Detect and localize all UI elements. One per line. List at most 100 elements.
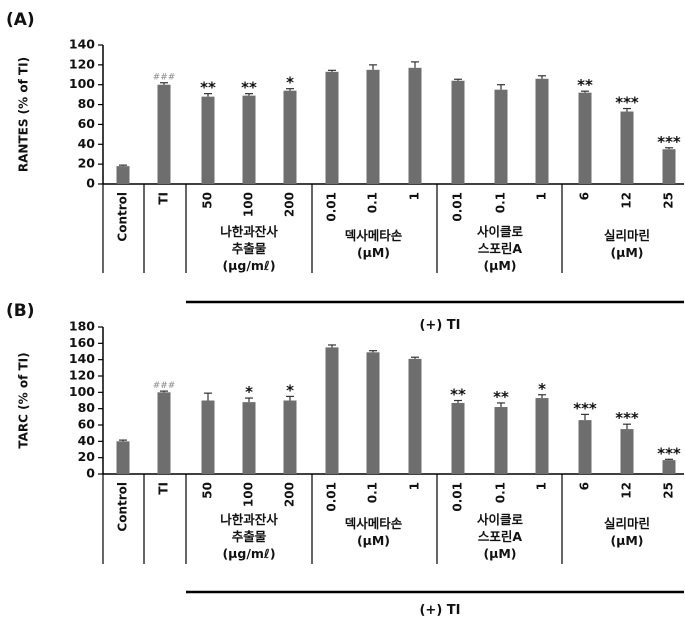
category-label: 0.1 xyxy=(366,482,380,503)
significance-label: * xyxy=(286,74,294,92)
category-label: 0.01 xyxy=(451,482,465,512)
bar xyxy=(157,392,171,474)
category-label: Control xyxy=(116,482,130,532)
significance-label: *** xyxy=(615,409,639,427)
significance-label: ### xyxy=(153,73,176,83)
category-label: 12 xyxy=(620,192,634,209)
bar xyxy=(157,84,171,184)
bar xyxy=(535,398,549,474)
group-label: 추출물 xyxy=(232,241,267,256)
chart-panel-b: (B)TARC (% of TI)02040608010012014016018… xyxy=(6,301,684,618)
bar xyxy=(662,460,676,474)
category-label: 0.01 xyxy=(325,482,339,512)
y-tick-label: 0 xyxy=(86,176,95,191)
group-label: 나한과잔사 xyxy=(220,224,278,239)
y-tick-label: 40 xyxy=(78,433,96,448)
bar xyxy=(283,90,297,184)
significance-label: *** xyxy=(615,94,639,112)
category-label: 50 xyxy=(201,192,215,209)
panel-label: (B) xyxy=(6,301,35,321)
significance-label: ** xyxy=(493,388,509,406)
group-label: 실리마린 xyxy=(604,516,650,531)
y-axis-label: TARC (% of TI) xyxy=(17,352,31,448)
bar xyxy=(242,95,256,184)
y-tick-label: 120 xyxy=(69,56,95,71)
group-label: (μM) xyxy=(357,245,390,260)
group-label: 덱사메타손 xyxy=(345,516,403,531)
y-tick-label: 80 xyxy=(78,400,96,415)
bar xyxy=(201,96,215,184)
group-label: (μM) xyxy=(483,258,516,273)
group-label: (μM) xyxy=(610,533,643,548)
y-tick-label: 100 xyxy=(69,384,95,399)
y-tick-label: 60 xyxy=(78,116,96,131)
bar xyxy=(451,402,465,474)
bar xyxy=(242,402,256,474)
y-tick-label: 140 xyxy=(69,351,95,366)
significance-label: ### xyxy=(153,381,176,391)
category-label: 1 xyxy=(408,482,422,490)
bar xyxy=(283,400,297,474)
bar xyxy=(578,420,592,474)
group-label: (μM) xyxy=(357,533,390,548)
bar xyxy=(620,111,634,184)
category-label: 0.1 xyxy=(494,192,508,213)
significance-label: *** xyxy=(657,133,681,151)
significance-label: *** xyxy=(657,444,681,462)
y-tick-label: 120 xyxy=(69,368,95,383)
significance-label: ** xyxy=(241,79,257,97)
bar xyxy=(535,78,549,184)
category-label: 25 xyxy=(662,482,676,499)
category-label: TI xyxy=(157,192,171,205)
y-tick-label: 20 xyxy=(78,156,96,171)
category-label: 100 xyxy=(242,482,256,507)
chart-panel-a: (A) RANTES (% of TI) 0 20 40 60 80 100 120 140 Con… xyxy=(6,10,684,333)
category-label: 0.01 xyxy=(325,192,339,222)
significance-label: *** xyxy=(573,399,597,417)
bar xyxy=(325,71,339,184)
bar xyxy=(408,358,422,474)
y-tick-label: 20 xyxy=(78,449,96,464)
category-label: 100 xyxy=(242,192,256,217)
category-label: 200 xyxy=(283,482,297,507)
category-label: 200 xyxy=(283,192,297,217)
group-label: 실리마린 xyxy=(604,228,650,243)
category-label: 1 xyxy=(408,192,422,200)
bar xyxy=(408,67,422,184)
group-label: 사이클로 xyxy=(477,512,524,527)
bar xyxy=(451,80,465,184)
significance-label: * xyxy=(286,381,294,399)
category-label: 50 xyxy=(201,482,215,499)
significance-label: ** xyxy=(450,386,466,404)
bar xyxy=(494,407,508,474)
group-label: (μM) xyxy=(483,546,516,561)
treatment-label: (+) TI xyxy=(419,318,460,333)
y-axis-label: RANTES (% of TI) xyxy=(17,57,31,172)
category-label: 6 xyxy=(578,192,592,200)
category-label: 6 xyxy=(578,482,592,490)
significance-label: * xyxy=(538,380,546,398)
category-label: Control xyxy=(116,192,130,242)
bar xyxy=(494,89,508,184)
group-label: 덱사메타손 xyxy=(345,228,403,243)
category-label: 1 xyxy=(535,192,549,200)
group-label: 사이클로 xyxy=(477,224,524,239)
bar xyxy=(366,69,380,184)
group-label: 나한과잔사 xyxy=(220,512,278,527)
group-label: (μg/mℓ) xyxy=(222,258,275,273)
category-label: 12 xyxy=(620,482,634,499)
category-label: TI xyxy=(157,482,171,495)
significance-label: ** xyxy=(577,76,593,94)
bar xyxy=(620,429,634,474)
category-label: 1 xyxy=(535,482,549,490)
group-label: 스포린A xyxy=(478,529,523,544)
group-label: 추출물 xyxy=(232,529,267,544)
y-tick-label: 180 xyxy=(69,319,95,334)
significance-label: * xyxy=(245,383,253,401)
bar xyxy=(366,352,380,474)
y-tick-label: 160 xyxy=(69,335,95,350)
category-label: 0.01 xyxy=(451,192,465,222)
category-label: 0.1 xyxy=(494,482,508,503)
bar xyxy=(325,347,339,474)
